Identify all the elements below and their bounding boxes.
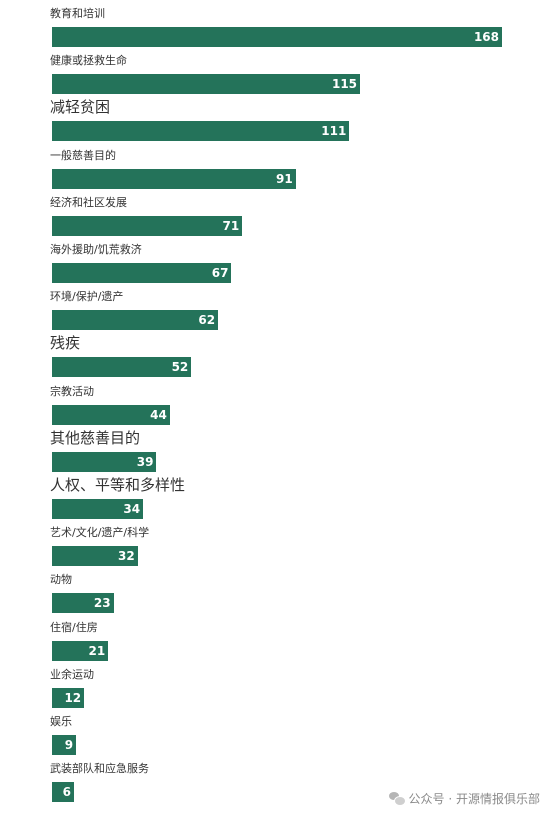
bar-value-label: 91 bbox=[276, 171, 293, 186]
bar-value-label: 9 bbox=[64, 738, 74, 752]
watermark: 公众号 · 开源情报俱乐部 bbox=[388, 790, 540, 807]
bar: 23 bbox=[52, 593, 114, 614]
category-label: 武装部队和应急服务 bbox=[50, 762, 149, 776]
category-label: 一般慈善目的 bbox=[50, 148, 116, 162]
bar-value-label: 34 bbox=[123, 502, 141, 516]
category-label: 住宿/住房 bbox=[50, 620, 98, 634]
bar: 91 bbox=[52, 168, 296, 189]
bar: 52 bbox=[52, 357, 192, 378]
bar: 111 bbox=[52, 121, 350, 142]
bar: 67 bbox=[52, 263, 232, 283]
category-label: 娱乐 bbox=[50, 715, 72, 728]
category-label: 环境/保护/遗产 bbox=[50, 290, 124, 304]
category-label: 动物 bbox=[50, 573, 72, 587]
category-label: 人权、平等和多样性 bbox=[50, 476, 186, 494]
wechat-icon bbox=[388, 792, 406, 806]
bar: 32 bbox=[52, 546, 138, 567]
bar: 168 bbox=[52, 27, 502, 47]
watermark-text: 公众号 · 开源情报俱乐部 bbox=[408, 792, 540, 806]
bar-value-label: 44 bbox=[150, 407, 167, 422]
bar-value-label: 71 bbox=[222, 218, 240, 233]
category-label: 经济和社区发展 bbox=[50, 195, 127, 209]
bar-value-label: 21 bbox=[88, 643, 106, 658]
bar: 44 bbox=[52, 404, 170, 425]
bar: 12 bbox=[52, 687, 85, 708]
bar: 71 bbox=[52, 215, 243, 236]
bar-value-label: 52 bbox=[171, 360, 189, 375]
bar-value-label: 6 bbox=[62, 785, 71, 800]
bar-value-label: 62 bbox=[198, 313, 216, 328]
bar-value-label: 39 bbox=[136, 454, 154, 469]
bar-value-label: 67 bbox=[211, 266, 229, 280]
bar: 115 bbox=[52, 74, 361, 95]
bar-value-label: 12 bbox=[64, 690, 82, 705]
category-label: 教育和培训 bbox=[50, 7, 105, 20]
bar-value-label: 115 bbox=[331, 77, 358, 92]
bar: 62 bbox=[52, 310, 219, 331]
category-label: 海外援助/饥荒救济 bbox=[50, 243, 142, 256]
bar-value-label: 168 bbox=[473, 30, 499, 44]
bar-value-label: 111 bbox=[321, 124, 347, 139]
category-label: 残疾 bbox=[50, 334, 81, 353]
category-label: 艺术/文化/遗产/科学 bbox=[50, 526, 150, 540]
bar-value-label: 32 bbox=[118, 549, 135, 564]
bar: 39 bbox=[52, 451, 157, 472]
bar: 34 bbox=[52, 499, 144, 519]
category-label: 业余运动 bbox=[50, 667, 94, 681]
category-label: 健康或拯救生命 bbox=[50, 54, 127, 68]
category-label: 宗教活动 bbox=[50, 384, 94, 398]
bar: 9 bbox=[52, 735, 77, 755]
category-label: 减轻贫困 bbox=[50, 98, 111, 117]
bar-value-label: 23 bbox=[93, 596, 111, 611]
bar: 6 bbox=[52, 782, 74, 803]
bar: 21 bbox=[52, 640, 109, 661]
category-label: 其他慈善目的 bbox=[50, 428, 141, 447]
